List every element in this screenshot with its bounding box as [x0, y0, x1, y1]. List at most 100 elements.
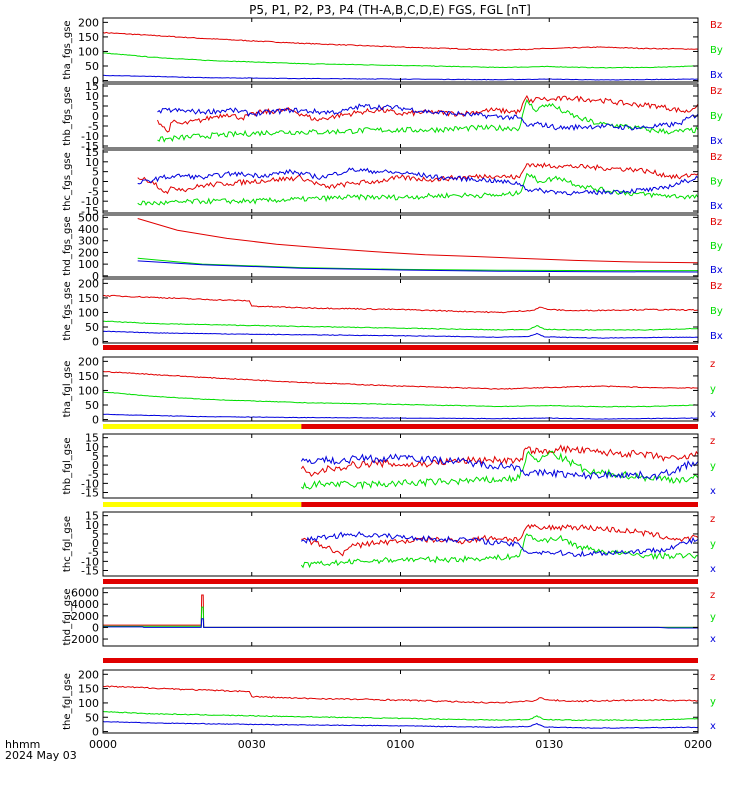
y-tick-label: 200	[78, 277, 99, 290]
y-tick-label: 300	[78, 235, 99, 248]
legend-y: y	[710, 697, 716, 708]
legend-z: z	[710, 359, 715, 370]
y-tick-label: 100	[78, 258, 99, 271]
series-thb_fgs_gse-Bx	[157, 103, 699, 132]
y-tick-label: 10	[85, 441, 99, 454]
y-tick-label: 50	[85, 321, 99, 334]
y-tick-label: 4000	[71, 598, 99, 611]
y-axis-label: thb_fgl_gse	[62, 438, 73, 495]
y-axis-label: thb_fgs_gse	[62, 86, 73, 145]
y-tick-label: -10	[81, 130, 99, 143]
status-bar-red	[301, 502, 698, 507]
y-tick-label: 15	[85, 432, 99, 445]
y-axis-label: the_fgs_gse	[62, 281, 73, 340]
y-tick-label: -15	[81, 487, 99, 500]
y-tick-label: -15	[81, 565, 99, 578]
legend-By: By	[710, 241, 723, 252]
y-tick-label: 5	[92, 528, 99, 541]
y-tick-label: 5	[92, 450, 99, 463]
y-axis-label: tha_fgl_gse	[62, 361, 73, 418]
series-the_fgs_gse-Bx	[102, 330, 699, 339]
panel-frame	[102, 356, 699, 422]
y-tick-label: 10	[85, 156, 99, 169]
y-tick-label: -2000	[67, 633, 99, 646]
y-tick-label: 0	[92, 621, 99, 634]
y-tick-label: 50	[85, 399, 99, 412]
series-thc_fgs_gse-Bx	[137, 167, 699, 196]
legend-y: y	[710, 461, 716, 472]
legend-Bx: Bx	[710, 70, 723, 81]
y-tick-label: -15	[81, 140, 99, 153]
chart-title: P5, P1, P2, P3, P4 (TH-A,B,C,D,E) FGS, F…	[249, 3, 531, 17]
series-thd_fgl_gse-x	[103, 618, 698, 629]
legend-Bx: Bx	[710, 265, 723, 276]
x-tick-label: 0000	[89, 738, 117, 751]
y-tick-label: -10	[81, 555, 99, 568]
series-tha_fgs_gse-By	[102, 52, 699, 69]
legend-y: y	[710, 612, 716, 623]
x-tick-label: 0030	[238, 738, 266, 751]
y-tick-label: -10	[81, 477, 99, 490]
y-tick-label: 0	[92, 75, 99, 88]
legend-Bz: Bz	[710, 217, 722, 228]
legend-By: By	[710, 111, 723, 122]
y-tick-label: 50	[85, 711, 99, 724]
series-thc_fgs_gse-Bz	[137, 162, 699, 195]
series-thc_fgs_gse-By	[137, 172, 699, 206]
panel-frame	[102, 511, 699, 577]
series-thd_fgl_gse-z	[103, 594, 698, 628]
y-tick-label: 0	[92, 537, 99, 550]
y-axis-label: thd_fgs_gse	[62, 216, 73, 275]
legend-x: x	[710, 564, 716, 575]
legend-x: x	[710, 634, 716, 645]
y-tick-label: 400	[78, 223, 99, 236]
status-bar-yellow	[103, 502, 302, 507]
legend-By: By	[710, 306, 723, 317]
legend-Bz: Bz	[710, 281, 722, 292]
x-tick-label: 0200	[684, 738, 712, 751]
y-axis-label: thc_fgl_gse	[62, 516, 73, 572]
legend-Bx: Bx	[710, 201, 723, 212]
y-tick-label: 0	[92, 110, 99, 123]
legend-z: z	[710, 514, 715, 525]
series-the_fgs_gse-Bz	[102, 294, 699, 314]
series-thb_fgl_gse-x	[300, 453, 699, 481]
legend-Bx: Bx	[710, 331, 723, 342]
legend-By: By	[710, 45, 723, 56]
y-tick-label: 200	[78, 16, 99, 29]
series-thc_fgl_gse-z	[301, 524, 699, 557]
y-tick-label: 100	[78, 306, 99, 319]
x-unit-label: hhmm	[5, 738, 40, 751]
panel-frame	[102, 214, 699, 278]
y-tick-label: 200	[78, 246, 99, 259]
y-tick-label: 10	[85, 90, 99, 103]
legend-y: y	[710, 539, 716, 550]
y-tick-label: 150	[78, 31, 99, 44]
y-tick-label: -15	[81, 205, 99, 218]
y-tick-label: 150	[78, 292, 99, 305]
legend-Bz: Bz	[710, 20, 722, 31]
panel-frame	[102, 83, 699, 149]
y-tick-label: 2000	[71, 610, 99, 623]
series-thd_fgs_gse-By	[137, 257, 698, 272]
x-tick-label: 0130	[535, 738, 563, 751]
series-thb_fgs_gse-By	[157, 98, 699, 143]
y-tick-label: 0	[92, 459, 99, 472]
y-tick-label: 100	[78, 697, 99, 710]
series-tha_fgs_gse-Bz	[102, 31, 699, 51]
status-bar	[103, 579, 698, 584]
y-tick-label: 150	[78, 683, 99, 696]
y-tick-label: 0	[92, 176, 99, 189]
y-tick-label: 15	[85, 510, 99, 523]
y-tick-label: 100	[78, 384, 99, 397]
